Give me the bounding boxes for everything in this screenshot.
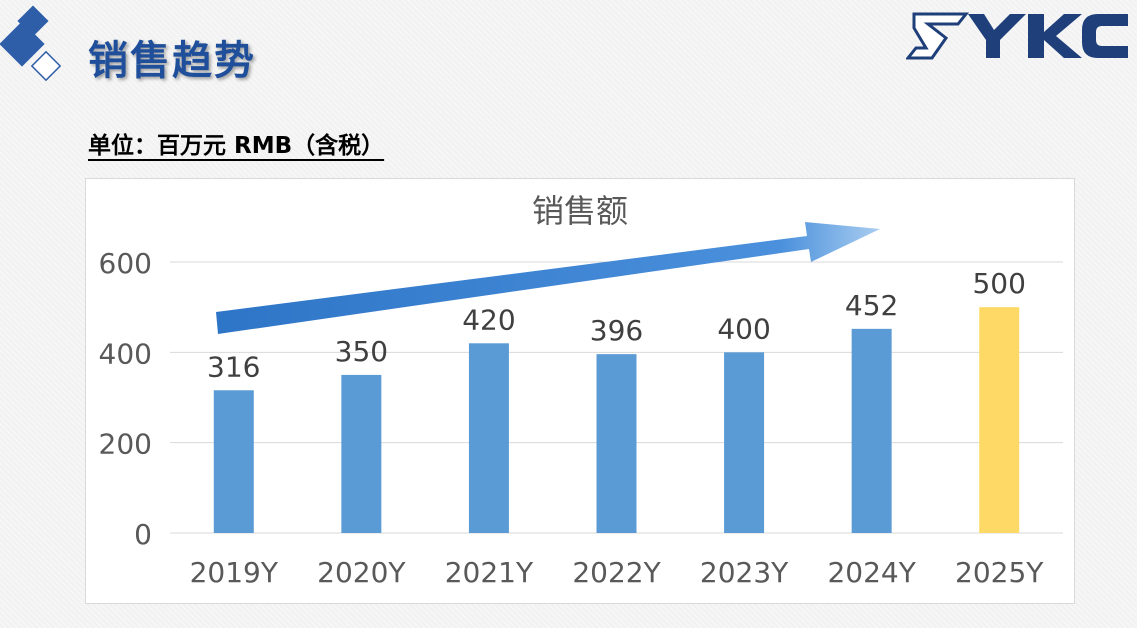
- bar: [341, 374, 382, 533]
- y-tick-label: 600: [99, 247, 152, 280]
- y-tick-label: 400: [99, 337, 152, 370]
- x-tick-label: 2024Y: [827, 556, 916, 589]
- data-label: 350: [335, 335, 388, 368]
- logo-mark-icon: [0, 5, 62, 82]
- bar: [468, 343, 509, 533]
- data-label: 396: [590, 314, 643, 347]
- chart-title: 销售额: [532, 192, 628, 230]
- bar: [979, 307, 1020, 533]
- bar: [596, 354, 637, 533]
- page-title: 销售趋势: [88, 38, 256, 84]
- x-tick-label: 2022Y: [572, 556, 661, 589]
- x-tick-label: 2021Y: [445, 556, 534, 589]
- brand-logo: [906, 12, 1128, 60]
- unit-label: 单位：百万元 RMB（含税）: [88, 133, 385, 159]
- data-label: 452: [845, 289, 898, 322]
- x-tick-label: 2025Y: [955, 556, 1044, 589]
- bar: [724, 352, 765, 533]
- bar: [213, 390, 254, 533]
- data-label: 420: [462, 303, 515, 336]
- x-tick-label: 2023Y: [700, 556, 789, 589]
- data-label: 316: [207, 350, 260, 383]
- y-tick-label: 0: [134, 518, 152, 551]
- x-tick-label: 2019Y: [190, 556, 279, 589]
- data-label: 500: [972, 267, 1025, 300]
- bar: [851, 328, 892, 533]
- data-label: 400: [717, 312, 770, 345]
- x-tick-label: 2020Y: [317, 556, 406, 589]
- trend-arrow-icon: [216, 222, 880, 334]
- y-tick-label: 200: [99, 428, 152, 461]
